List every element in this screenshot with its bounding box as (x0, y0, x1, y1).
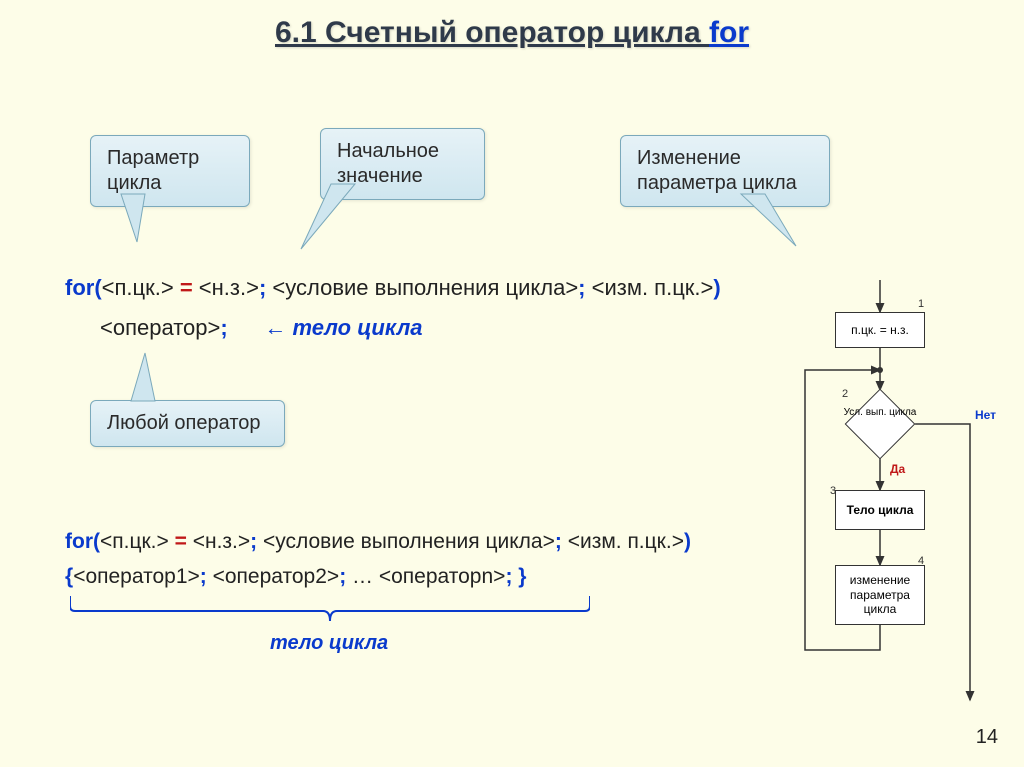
token-cond-2: <условие выполнения цикла> (257, 530, 555, 553)
punc-rparen: ) (713, 275, 720, 300)
title-keyword-for: for (709, 16, 749, 49)
flow-label-no: Нет (975, 408, 996, 422)
flow-box-3: Тело цикла (835, 490, 925, 530)
callout-anyop-tail (131, 353, 171, 403)
kw-for: for (65, 275, 94, 300)
syntax-line-1b: <оператор>; ← тело цикла (100, 315, 423, 341)
token-op1: <оператор1> (73, 565, 200, 588)
flow-num-1: 1 (918, 298, 924, 310)
flow-box-1-text: п.цк. = н.з. (851, 323, 909, 337)
token-operator: <оператор> (100, 315, 220, 340)
punc-rbrace: } (512, 565, 526, 588)
callout-init: Начальное значение (320, 128, 485, 200)
callout-anyop: Любой оператор (90, 400, 285, 447)
token-eq-2: = (169, 530, 193, 553)
callout-change-tail (741, 194, 801, 249)
callout-change-text: Изменение параметра цикла (637, 147, 797, 194)
token-nz-2: <н.з.> (193, 530, 250, 553)
brace-body-label: тело цикла (270, 632, 388, 655)
token-izm: <изм. п.цк.> (586, 275, 714, 300)
punc-lparen: ( (94, 275, 101, 300)
flow-diamond: Усл. вып. цикла (845, 389, 915, 459)
token-pck: <п.цк.> (102, 275, 174, 300)
token-opn: <операторn> (379, 565, 506, 588)
punc-lbrace: { (65, 565, 73, 588)
page-title: 6.1 Счетный оператор цикла for (0, 16, 1024, 50)
flow-label-yes: Да (890, 462, 905, 476)
punc-semi-3: ; (220, 315, 227, 340)
syntax-line-2b: {<оператор1>; <оператор2>; … <операторn>… (65, 565, 526, 589)
token-cond: <условие выполнения цикла> (266, 275, 578, 300)
page-number: 14 (976, 726, 998, 749)
callout-param-text: Параметр цикла (107, 147, 199, 194)
punc-lparen-2: ( (93, 530, 100, 553)
token-dots: … (346, 565, 379, 588)
callout-init-text: Начальное значение (337, 140, 439, 187)
punc-rparen-2: ) (684, 530, 691, 553)
syntax-line-1: for(<п.цк.> = <н.з.>; <условие выполнени… (65, 275, 721, 301)
title-main-text: 6.1 Счетный оператор цикла (275, 16, 709, 49)
callout-param: Параметр цикла (90, 135, 250, 207)
callout-param-tail (121, 194, 161, 244)
punc-semi-2: ; (578, 275, 585, 300)
flow-box-3-text: Тело цикла (847, 503, 914, 517)
flow-box-4: изменение параметра цикла (835, 565, 925, 625)
punc-semi-6: ; (200, 565, 207, 588)
token-eq: = (174, 275, 199, 300)
brace-body (70, 596, 590, 626)
callout-change: Изменение параметра цикла (620, 135, 830, 207)
flow-box-1: п.цк. = н.з. (835, 312, 925, 348)
token-nz: <н.з.> (199, 275, 259, 300)
token-pck-2: <п.цк.> (100, 530, 169, 553)
kw-for-2: for (65, 530, 93, 553)
flow-diamond-text: Усл. вып. цикла (832, 407, 928, 419)
flowchart: 1 п.цк. = н.з. 2 Усл. вып. цикла Нет Да … (790, 290, 1010, 730)
token-izm-2: <изм. п.цк.> (562, 530, 684, 553)
brace-icon (70, 596, 590, 626)
flow-box-4-text: изменение параметра цикла (840, 573, 920, 616)
punc-semi-5: ; (555, 530, 562, 553)
callout-init-tail (301, 184, 361, 254)
token-op2: <оператор2> (207, 565, 339, 588)
callout-anyop-text: Любой оператор (107, 412, 261, 434)
syntax-line-2: for(<п.цк.> = <н.з.>; <условие выполнени… (65, 530, 691, 554)
body-label-arrow: ← тело цикла (264, 315, 422, 340)
